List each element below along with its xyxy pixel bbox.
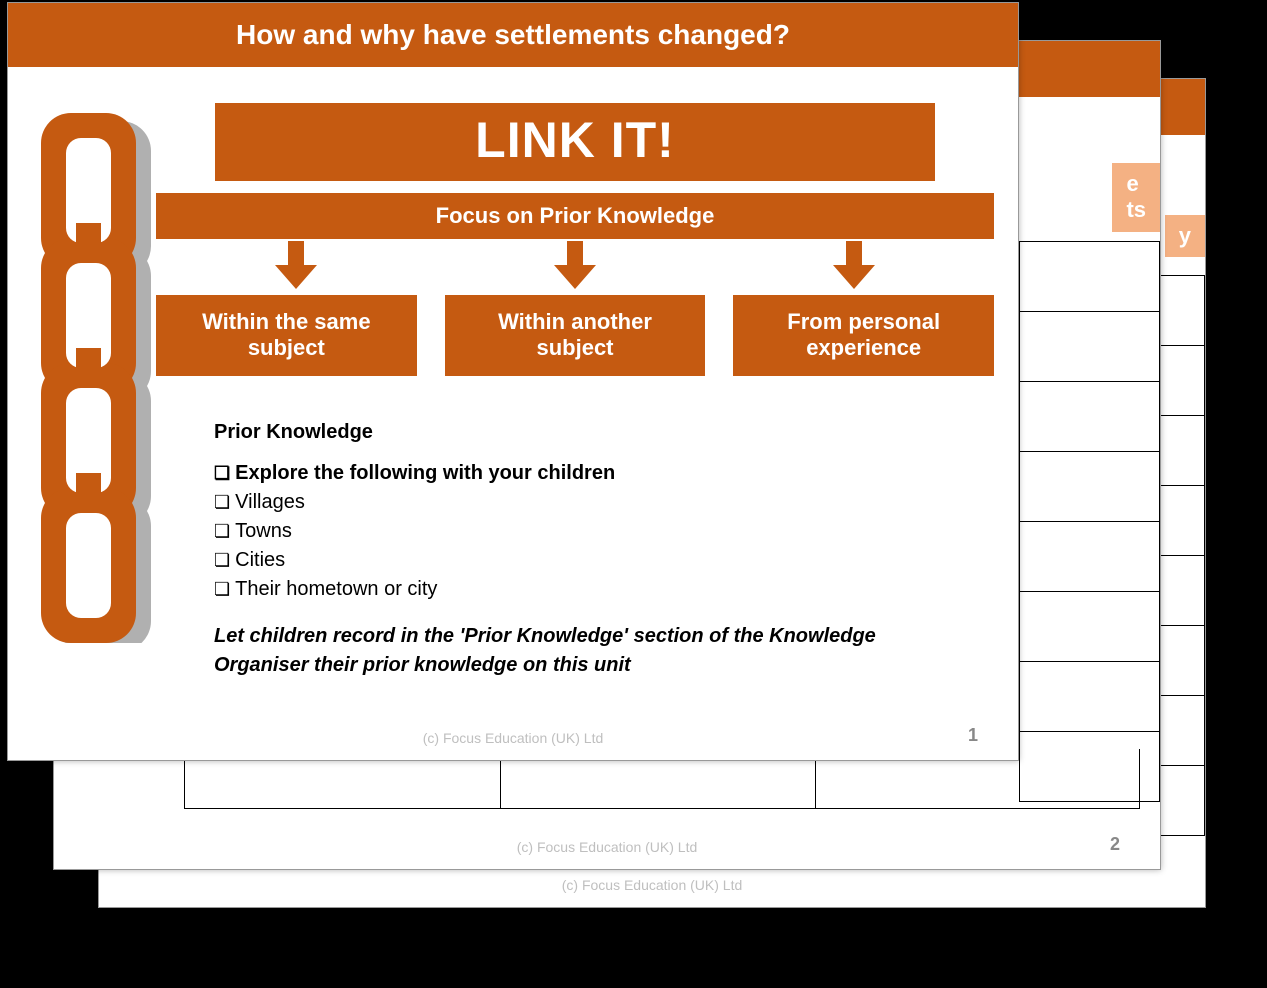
arrow-down-icon <box>829 241 879 291</box>
pk-item: Towns <box>214 517 914 546</box>
arrow-row <box>156 241 994 291</box>
slide2-peach-tab: e ts <box>1112 163 1160 232</box>
slide2-tab-line1: e <box>1126 171 1138 196</box>
slide1-title: How and why have settlements changed? <box>8 3 1018 67</box>
slide1-footer: (c) Focus Education (UK) Ltd <box>8 730 1018 746</box>
slide-1: How and why have settlements changed? <box>7 2 1019 761</box>
linkit-heading: LINK IT! <box>215 103 936 181</box>
slide1-pagenum: 1 <box>968 725 978 746</box>
pk-note: Let children record in the 'Prior Knowle… <box>214 622 914 680</box>
arrow-down-icon <box>271 241 321 291</box>
box2-l1: Within another <box>498 309 652 334</box>
pk-item: Cities <box>214 546 914 575</box>
slide2-pagenum: 2 <box>1110 834 1120 855</box>
chain-icon <box>36 113 156 643</box>
box3-l2: experience <box>806 335 921 360</box>
box-another-subject: Within another subject <box>445 295 706 376</box>
box2-l2: subject <box>536 335 613 360</box>
pk-item: Villages <box>214 488 914 517</box>
prior-knowledge: Prior Knowledge Explore the following wi… <box>214 418 914 680</box>
pk-item: Their hometown or city <box>214 575 914 604</box>
slide2-footer: (c) Focus Education (UK) Ltd <box>54 839 1160 855</box>
slide3-footer: (c) Focus Education (UK) Ltd <box>99 877 1205 893</box>
pk-lead: Explore the following with your children <box>214 459 914 488</box>
box-same-subject: Within the same subject <box>156 295 417 376</box>
slide3-peach-tab: y <box>1165 215 1205 257</box>
pk-heading: Prior Knowledge <box>214 418 914 447</box>
slide2-table <box>1019 241 1160 802</box>
pk-list: Explore the following with your children… <box>214 459 914 604</box>
box3-l1: From personal <box>787 309 940 334</box>
arrow-down-icon <box>550 241 600 291</box>
category-boxes: Within the same subject Within another s… <box>156 295 994 376</box>
box-personal-experience: From personal experience <box>733 295 994 376</box>
slide1-content: LINK IT! Focus on Prior Knowledge Within… <box>156 103 994 680</box>
focus-bar: Focus on Prior Knowledge <box>156 193 994 239</box>
box1-l1: Within the same <box>202 309 371 334</box>
box1-l2: subject <box>248 335 325 360</box>
slide2-tab-line2: ts <box>1126 197 1146 222</box>
